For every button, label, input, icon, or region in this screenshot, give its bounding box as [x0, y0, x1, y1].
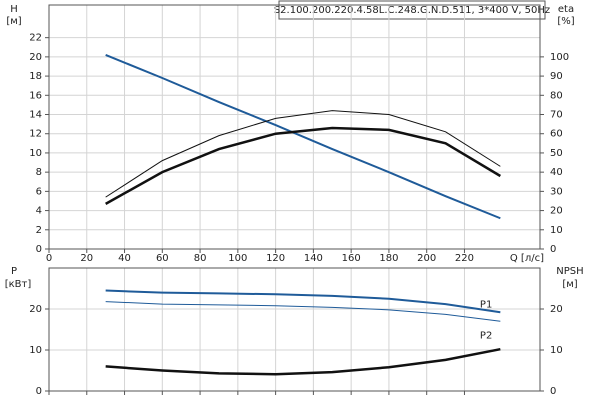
y2-tick-label: 60: [550, 129, 563, 140]
y-tick-label: 22: [29, 33, 42, 44]
plot-frame: [48, 4, 541, 250]
y-tick-label: 6: [36, 186, 42, 197]
y2-label: NPSH: [556, 266, 583, 277]
y2-tick-label: 70: [550, 110, 563, 121]
series-label: P1: [480, 299, 492, 310]
curve: [105, 110, 501, 198]
y2-tick-label: 50: [550, 148, 563, 159]
y-label: H: [10, 4, 18, 15]
plot-frame: [48, 267, 541, 392]
y2-unit: [м]: [562, 279, 577, 290]
y-tick-label: 0: [36, 244, 42, 255]
x-tick-label: 80: [194, 253, 207, 264]
x-tick-label: 180: [379, 253, 398, 264]
y2-tick-label: 10: [550, 225, 563, 236]
y2-tick-label: 40: [550, 167, 563, 178]
x-tick-label: 160: [342, 253, 361, 264]
y-tick-label: 0: [36, 386, 42, 397]
y-tick-label: 20: [29, 304, 42, 315]
y-unit: [м]: [6, 16, 21, 27]
y2-tick-label: 90: [550, 71, 563, 82]
curve: [105, 347, 501, 376]
x-tick-label: 40: [118, 253, 131, 264]
curve: [105, 54, 501, 220]
x-label: Q [л/с]: [510, 253, 544, 264]
y2-tick-label: 80: [550, 90, 563, 101]
curve: [105, 126, 501, 205]
y-tick-label: 18: [29, 71, 42, 82]
y-tick-label: 14: [29, 110, 42, 121]
x-tick-label: 140: [304, 253, 323, 264]
y-tick-label: 8: [36, 167, 42, 178]
x-tick-label: 20: [80, 253, 93, 264]
y2-tick-label: 20: [550, 206, 563, 217]
y2-tick-label: 20: [550, 304, 563, 315]
chart-title: S2.100.200.220.4.58L.C.248.G.N.D.511, 3*…: [274, 5, 550, 16]
curve: [105, 289, 501, 314]
y2-tick-label: 30: [550, 186, 563, 197]
y-tick-label: 12: [29, 129, 42, 140]
y2-unit: [%]: [557, 16, 574, 27]
series-label: P2: [480, 330, 492, 341]
y-unit: [кВт]: [5, 279, 32, 290]
y-tick-label: 16: [29, 90, 42, 101]
y-label: P: [11, 266, 17, 277]
y-tick-label: 10: [29, 148, 42, 159]
y2-tick-label: 100: [550, 52, 569, 63]
x-tick-label: 100: [228, 253, 247, 264]
x-tick-label: 200: [417, 253, 436, 264]
y-tick-label: 2: [36, 225, 42, 236]
x-tick-label: 0: [46, 253, 52, 264]
y-tick-label: 4: [36, 206, 42, 217]
curve: [105, 301, 501, 322]
x-tick-label: 60: [156, 253, 169, 264]
y2-tick-label: 10: [550, 345, 563, 356]
y2-label: eta: [558, 4, 574, 15]
y2-tick-label: 0: [550, 386, 556, 397]
y-tick-label: 10: [29, 345, 42, 356]
y-tick-label: 20: [29, 52, 42, 63]
x-tick-label: 120: [266, 253, 285, 264]
x-tick-label: 220: [455, 253, 474, 264]
y2-tick-label: 0: [550, 244, 556, 255]
